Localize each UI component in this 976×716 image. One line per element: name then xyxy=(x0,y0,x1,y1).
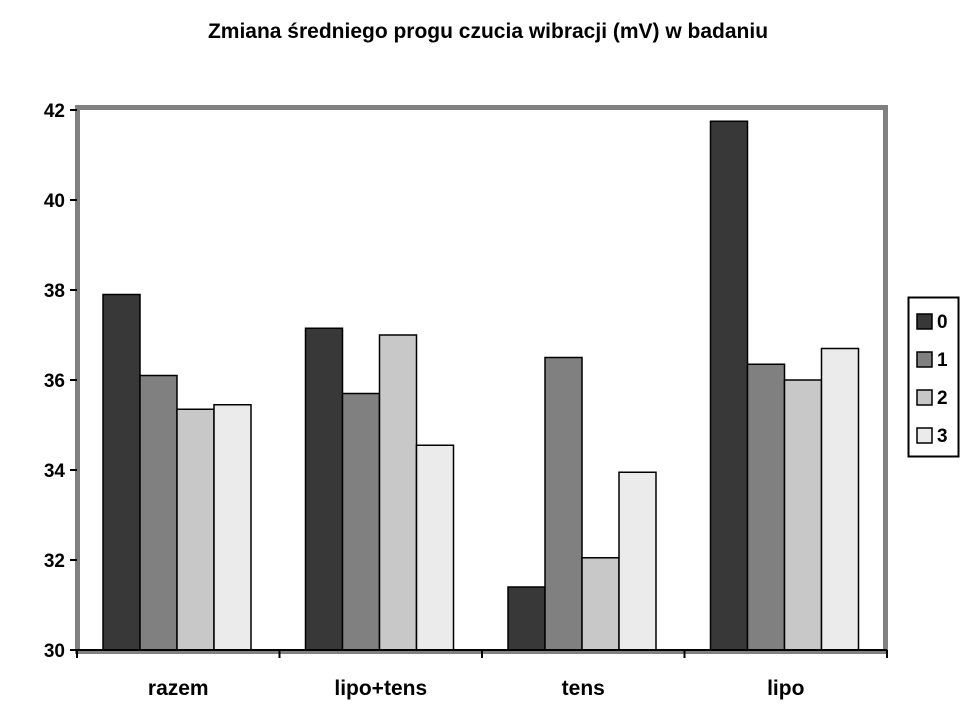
bar xyxy=(378,334,418,651)
y-tick-label: 40 xyxy=(44,191,65,212)
legend-label: 0 xyxy=(937,312,948,333)
y-tick-label: 42 xyxy=(44,101,65,122)
bar xyxy=(820,347,860,651)
y-axis-ticks: 30 32 34 36 38 40 42 xyxy=(44,101,77,662)
chart-title: Zmiana średniego progu czucia wibracji (… xyxy=(208,20,768,43)
legend-label: 1 xyxy=(937,350,948,371)
bar xyxy=(544,356,583,651)
x-category-label: razem xyxy=(148,677,209,700)
y-tick-label: 38 xyxy=(44,281,65,302)
legend-swatch xyxy=(916,351,933,368)
bar xyxy=(139,374,178,651)
bar xyxy=(507,586,546,651)
legend-swatch xyxy=(916,389,933,406)
bar xyxy=(102,293,141,651)
legend-items: 0 1 2 3 xyxy=(916,312,948,447)
x-category-label: tens xyxy=(562,677,605,700)
legend-box xyxy=(907,296,960,458)
bar xyxy=(213,404,252,651)
y-tick-label: 30 xyxy=(44,641,65,662)
bar xyxy=(176,408,215,651)
x-category-label: lipo+tens xyxy=(334,677,427,700)
y-tick-label: 34 xyxy=(44,461,66,482)
bars-group xyxy=(102,120,860,651)
legend: 0 1 2 3 xyxy=(907,296,960,458)
legend-swatch xyxy=(916,427,933,444)
bar xyxy=(415,444,455,651)
bar xyxy=(581,557,620,651)
x-category-label: lipo xyxy=(767,677,804,700)
bar xyxy=(709,120,749,651)
y-tick-label: 32 xyxy=(44,551,65,572)
y-tick-label: 36 xyxy=(44,371,65,392)
bar xyxy=(783,379,823,651)
bar xyxy=(304,327,344,651)
legend-label: 2 xyxy=(937,388,948,409)
bar xyxy=(618,471,657,651)
bar xyxy=(746,363,786,651)
legend-label: 3 xyxy=(937,426,948,447)
legend-swatch xyxy=(916,313,933,330)
x-axis-categories: razem lipo+tens tens lipo xyxy=(76,650,888,700)
bar xyxy=(341,392,381,651)
